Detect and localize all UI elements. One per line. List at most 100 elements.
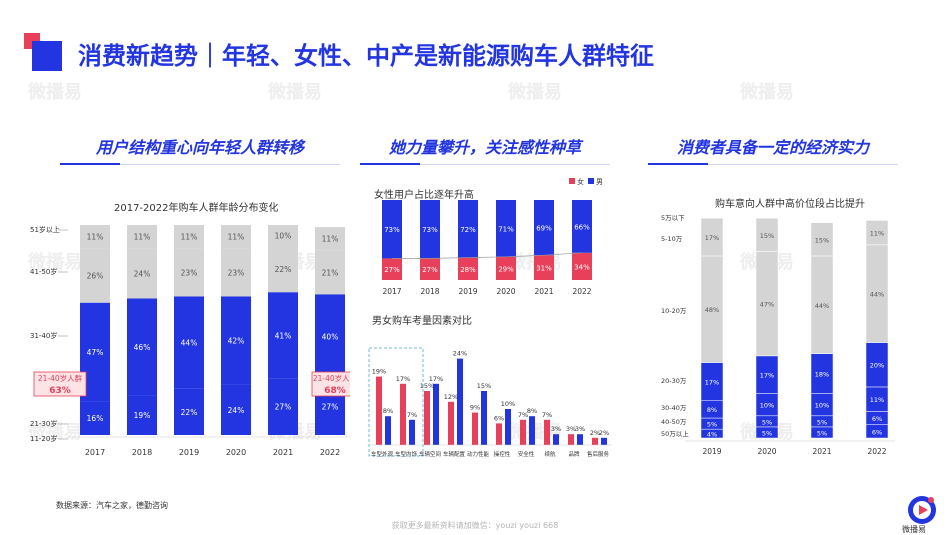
bar-segment (700, 217, 724, 257)
section-underline (648, 163, 708, 165)
data-label: 24% (453, 350, 467, 358)
y-axis-label: 5万以下 (661, 214, 685, 222)
x-tick-label: 续航 (544, 450, 556, 458)
data-label: 44% (870, 291, 884, 299)
data-label: 27% (422, 266, 438, 274)
page-title: 消费新趋势｜年轻、女性、中产是新能源购车人群特征 (78, 42, 654, 70)
data-label: 3% (575, 425, 585, 433)
data-label: 73% (384, 226, 400, 234)
data-label: 19% (372, 368, 386, 376)
data-label: 11% (870, 230, 884, 238)
watermark: 微播易 (268, 82, 322, 103)
data-label: 17% (396, 375, 410, 383)
x-tick-label: 2018 (420, 287, 439, 296)
data-label: 2% (599, 429, 609, 437)
bar-female (520, 419, 526, 445)
data-source: 数据来源：汽车之家，德勤咨询 (56, 501, 168, 510)
brand-logo-icon (908, 496, 936, 524)
data-label: 4% (707, 431, 717, 439)
bar-female (592, 437, 598, 445)
data-label: 6% (872, 415, 882, 423)
x-tick-label: 车型外观 (371, 450, 394, 458)
data-label: 42% (228, 337, 245, 346)
bar-segment (174, 225, 204, 249)
data-label: 9% (470, 404, 480, 412)
female-share-chart: 女 男 27% 73% 2017 27% 73% 2018 28% 72% 2019 29% 71% 20… (382, 178, 603, 296)
data-label: 17% (705, 378, 719, 386)
factors-chart: 19%8%17%7%15%17%12%24%9%15%6%10%7%8% 7%3%… (368, 347, 612, 458)
x-tick-label: 2019 (179, 448, 199, 457)
data-label: 47% (87, 348, 104, 357)
bar-segment (268, 378, 298, 435)
legend-label: 男 (596, 178, 603, 186)
bar-segment (755, 217, 779, 252)
section-heading-income: 消费者具备一定的经济实力 (676, 138, 869, 157)
data-label: 12% (444, 393, 458, 401)
y-axis-label: 40-50万 (661, 418, 687, 426)
data-label: 17% (705, 234, 719, 242)
x-tick-label: 2020 (496, 287, 515, 296)
y-axis-label: 51岁以上 (30, 225, 60, 234)
y-axis-label: 50万以上 (661, 429, 689, 438)
x-tick-label: 2019 (458, 287, 477, 296)
bar-segment (315, 250, 345, 295)
data-label: 5% (707, 421, 717, 429)
data-label: 17% (429, 375, 443, 383)
x-tick-label: 2019 (702, 447, 721, 456)
watermark: 微播易 (28, 422, 82, 443)
y-axis-label: 41-50岁 (30, 267, 57, 276)
data-label: 15% (815, 236, 829, 244)
data-label: 23% (228, 268, 245, 277)
bar-segment (810, 222, 834, 257)
bar-segment (127, 248, 157, 299)
watermark: 微播易 (508, 82, 562, 103)
data-label: 10% (501, 400, 515, 408)
bar-female (448, 401, 454, 445)
bar-segment (572, 200, 592, 253)
bar-segment (534, 255, 554, 280)
x-tick-label: 2017 (85, 448, 105, 457)
x-tick-label: 操控性 (494, 450, 511, 458)
data-label: 29% (498, 265, 514, 273)
x-tick-label: 2020 (757, 447, 776, 456)
data-label: 48% (705, 306, 719, 314)
data-label: 34% (574, 263, 590, 271)
bar-segment (315, 227, 345, 251)
y-axis-label: 20-30万 (661, 377, 687, 385)
bar-segment (268, 225, 298, 246)
data-label: 5% (762, 418, 772, 426)
data-label: 44% (181, 339, 198, 348)
data-label: 15% (477, 382, 491, 390)
x-tick-label: 安全性 (518, 450, 535, 458)
bar-male (529, 416, 535, 445)
bar-male (409, 419, 415, 445)
data-label: 27% (275, 403, 292, 412)
data-label: 6% (872, 428, 882, 436)
section-divider (120, 164, 340, 165)
data-label: 24% (134, 269, 151, 278)
data-label: 15% (760, 232, 774, 240)
data-label: 10% (815, 402, 829, 410)
bar-male (457, 358, 463, 445)
data-label: 3% (566, 425, 576, 433)
x-tick-label: 2022 (867, 447, 886, 456)
data-label: 6% (494, 414, 504, 422)
x-tick-label: 2022 (320, 448, 340, 457)
section-underline (360, 163, 420, 165)
bar-segment (127, 225, 157, 249)
bar-female (376, 376, 382, 445)
x-tick-label: 2022 (572, 287, 591, 296)
bar-segment (458, 200, 478, 258)
section-heading-age: 用户结构重心向年轻人群转移 (95, 138, 304, 157)
watermark: 微播易 (28, 252, 82, 273)
bar-male (481, 391, 487, 445)
chart-title-income: 购车意向人群中高价位段占比提升 (715, 199, 865, 210)
data-label: 5% (817, 429, 827, 437)
data-label: 18% (815, 371, 829, 379)
bar-segment (221, 225, 251, 249)
data-label: 11% (322, 235, 339, 244)
age-distribution-chart: 51岁以上 41-50岁 31-40岁 21-30岁 11-20岁 16% 47% 26% 11… (30, 225, 350, 457)
data-label: 11% (181, 233, 198, 242)
bar-segment (496, 256, 516, 280)
data-label: 11% (870, 396, 884, 404)
